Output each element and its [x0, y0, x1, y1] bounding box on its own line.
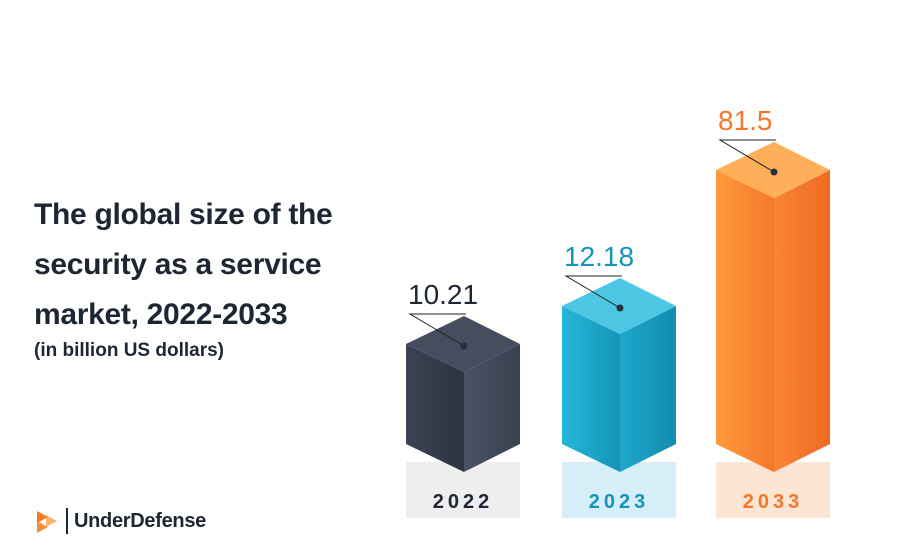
bar-front-2033	[716, 170, 774, 472]
leader-line-2023	[564, 275, 622, 309]
bar-side-2023	[620, 306, 676, 472]
leader-dot-2023	[616, 304, 624, 312]
bar-side-2033	[774, 170, 830, 472]
leader-line-2033	[718, 139, 776, 173]
leader-dot-2022	[460, 342, 468, 350]
underdefense-logo-icon	[37, 511, 57, 533]
bar-side-2022	[464, 344, 520, 472]
category-label-2022: 2022	[433, 491, 494, 513]
bar-front-2023	[562, 306, 620, 472]
brand-name: UnderDefense	[74, 509, 206, 532]
category-label-2033: 2033	[743, 491, 804, 513]
value-label-2033: 81.5	[718, 105, 773, 136]
category-label-2023: 2023	[589, 491, 650, 513]
leader-dot-2033	[770, 168, 778, 176]
leader-line-2022	[408, 313, 466, 347]
brand-logo: UnderDefense	[34, 505, 206, 537]
bar-front-2022	[406, 344, 464, 472]
value-label-2023: 12.18	[564, 241, 634, 272]
logo-divider	[66, 508, 68, 534]
value-label-2022: 10.21	[408, 279, 478, 310]
chart-subtitle: (in billion US dollars)	[34, 340, 224, 361]
chart-title: The global size of the security as a ser…	[34, 198, 333, 331]
